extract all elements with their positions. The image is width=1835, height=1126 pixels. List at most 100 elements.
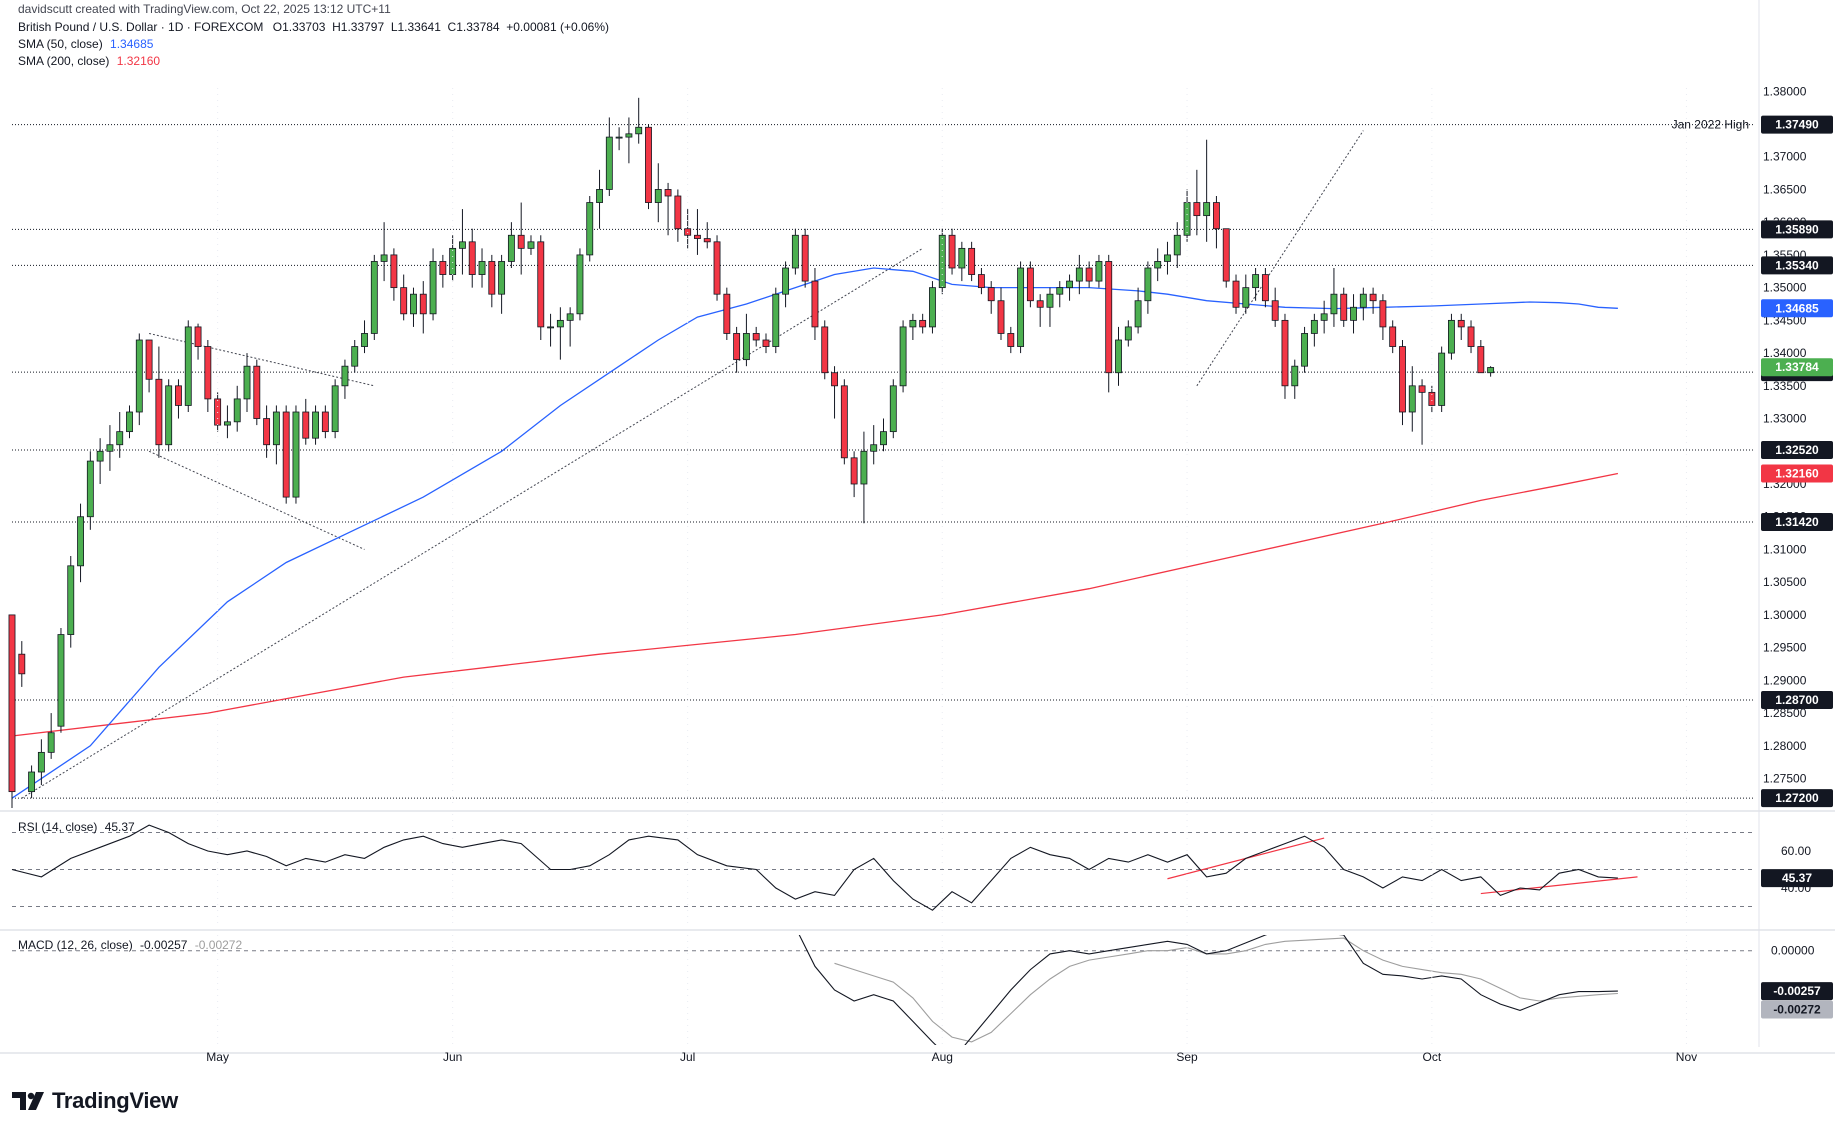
candle-body <box>1134 300 1142 328</box>
candle <box>1467 320 1475 354</box>
candle-body <box>576 254 584 315</box>
candle-body <box>762 339 770 347</box>
candle <box>86 451 94 530</box>
candle-body <box>1007 333 1015 347</box>
candle <box>527 235 535 255</box>
candle-body <box>909 319 917 328</box>
candle <box>635 97 643 144</box>
candle-body <box>28 771 36 793</box>
candle-body <box>840 385 848 459</box>
candle-body <box>1281 319 1289 387</box>
candle-body <box>654 189 662 203</box>
candle-body <box>1017 267 1025 347</box>
level-tag: 1.35340 <box>1761 256 1833 275</box>
candle-body <box>929 287 936 328</box>
axes: MayJunJulAugSepOctNov1.380001.375001.370… <box>0 0 1835 1064</box>
candle <box>1438 346 1446 412</box>
candle-body <box>1252 274 1260 289</box>
candle-body <box>1291 365 1299 387</box>
candle <box>1007 326 1015 354</box>
candle <box>272 405 280 465</box>
candle <box>537 235 545 340</box>
candle-body <box>175 385 182 406</box>
signal-value: -0.00272 <box>194 938 243 952</box>
candle <box>742 313 750 367</box>
signal-tag-box <box>1761 1000 1833 1019</box>
y-tick-label: 1.29000 <box>1763 673 1807 687</box>
candle <box>556 307 564 360</box>
candle-body <box>1095 261 1103 282</box>
candle-body <box>331 385 339 433</box>
sma50-legend[interactable]: SMA (50, close) 1.34685 <box>18 37 153 51</box>
candle-body <box>321 411 329 433</box>
candle <box>772 287 780 354</box>
candle <box>488 254 496 308</box>
candle-body <box>233 398 241 423</box>
candle <box>1310 313 1318 347</box>
macd-pane <box>12 935 1755 1045</box>
candle <box>889 379 897 439</box>
candle-body <box>429 261 437 315</box>
candle <box>77 503 84 583</box>
candle-body <box>821 326 829 374</box>
candle <box>204 340 212 412</box>
level-tag-box <box>1761 256 1833 275</box>
price-tag-box <box>1761 299 1833 318</box>
x-tick-label: Oct <box>1423 1050 1442 1064</box>
candle <box>938 228 946 295</box>
candle-body <box>1310 319 1318 334</box>
sma200-legend[interactable]: SMA (200, close) 1.32160 <box>18 54 160 68</box>
candle <box>223 405 231 439</box>
price-tag: 1.33784 <box>1761 358 1833 377</box>
macd-tag-box <box>1761 982 1833 1001</box>
candle <box>1164 241 1171 275</box>
candle <box>723 287 731 340</box>
y-tick-label: 1.27500 <box>1763 772 1807 786</box>
level-tag-box <box>1761 220 1833 239</box>
candle <box>1389 320 1397 354</box>
candle-body <box>1271 300 1279 321</box>
candle <box>351 340 359 373</box>
candle <box>1369 287 1377 314</box>
candle <box>1399 340 1406 426</box>
rsi-value: 45.37 <box>104 820 135 834</box>
candle-body <box>1428 391 1436 406</box>
macd-value: -0.00257 <box>140 938 188 952</box>
symbol-title: British Pound / U.S. Dollar · 1D · FOREX… <box>18 20 264 34</box>
candle <box>135 333 143 426</box>
level-tag: 1.31420 <box>1761 512 1833 531</box>
candle-body <box>1056 287 1064 295</box>
candle <box>1291 359 1299 399</box>
candle <box>694 209 701 255</box>
tradingview-brand[interactable]: TradingView <box>12 1088 178 1114</box>
candle-body <box>1438 352 1446 406</box>
candle-body <box>498 261 506 295</box>
candle <box>321 405 329 439</box>
candle <box>654 163 662 223</box>
level-tag-box <box>1761 789 1833 808</box>
candle-body <box>1487 367 1495 374</box>
candle <box>8 614 16 808</box>
macd-legend[interactable]: MACD (12, 26, close) -0.00257 -0.00272 <box>18 938 242 952</box>
candle <box>96 438 104 484</box>
rsi-legend[interactable]: RSI (14, close) 45.37 <box>18 820 135 834</box>
rsi-tag-box <box>1761 869 1833 888</box>
candle-body <box>713 241 721 295</box>
candle <box>977 268 985 295</box>
macd-tick-label: 0.00000 <box>1771 944 1815 958</box>
candle <box>67 556 75 648</box>
level-tag-box <box>1761 440 1833 459</box>
candle-body <box>184 326 192 406</box>
candle <box>997 287 1005 340</box>
symbol-legend[interactable]: British Pound / U.S. Dollar · 1D · FOREX… <box>18 20 609 34</box>
candle <box>703 222 711 249</box>
candle-body <box>948 234 956 269</box>
candle-body <box>1173 234 1181 256</box>
candle <box>1340 287 1348 327</box>
candle-body <box>645 126 652 203</box>
candle <box>57 628 65 733</box>
y-tick-label: 1.34000 <box>1763 346 1807 360</box>
candle-body <box>537 241 545 328</box>
candle <box>1017 261 1025 354</box>
candle <box>1046 287 1054 327</box>
